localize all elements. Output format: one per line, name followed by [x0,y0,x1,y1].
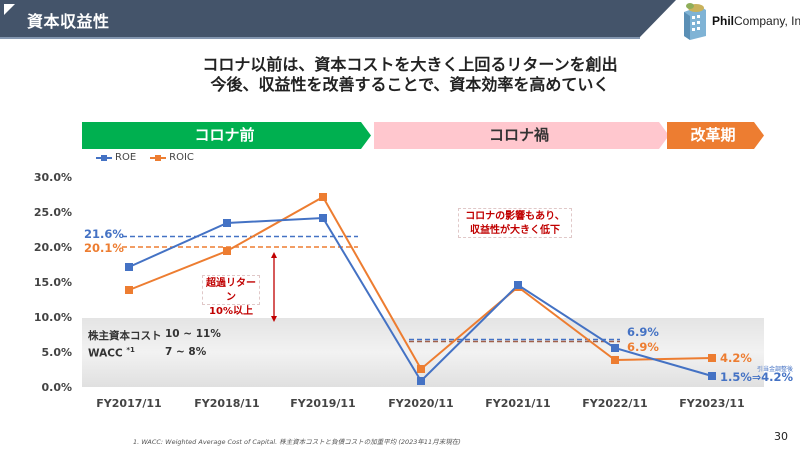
phase-arrow-reform [667,122,764,149]
footnote: 1. WACC: Weighted Average Cost of Capita… [133,438,461,446]
corner-triangle-icon [4,4,15,15]
wacc-value: 7 ~ 8% [165,346,207,358]
roic-avg-covid-label: 6.9% [627,340,659,354]
wacc-label: WACC *1 [88,346,135,360]
x-tick-fy2017: FY2017/11 [96,397,162,410]
y-tick-0: 0.0% [41,381,72,394]
headline: コロナ以前は、資本コストを大きく上回るリターンを創出 今後、収益性を改善すること… [0,55,800,95]
roe-markers [125,214,716,385]
y-tick-25: 25.0% [33,206,72,219]
phase-label-pre-covid: コロナ前 [194,126,255,144]
roe-2023-label: 1.5%⇒4.2% [720,370,794,384]
phase-label-covid: コロナ禍 [488,126,549,144]
y-tick-15: 15.0% [33,276,72,289]
legend-item-roe: ROE [96,152,136,163]
header-bar: 資本収益性 [0,0,800,39]
roic-avg-pre-label: 20.1% [84,241,124,255]
phase-arrow-pre-covid [82,122,371,149]
page-title: 資本収益性 [27,12,110,31]
y-tick-5: 5.0% [41,346,72,359]
y-tick-30: 30.0% [33,171,72,184]
x-tick-fy2019: FY2019/11 [290,397,356,410]
roe-avg-covid-label: 6.9% [627,325,659,339]
y-tick-10: 10.0% [33,311,72,324]
header-background [0,0,676,39]
x-tick-fy2018: FY2018/11 [194,397,260,410]
headline-line-2: 今後、収益性を改善することで、資本効率を高めていく [210,75,610,94]
legend-roe-marker-icon [96,154,112,161]
x-tick-fy2022: FY2022/11 [582,397,648,410]
legend-roic-marker-icon [150,154,167,161]
cost-of-capital-band [82,318,764,387]
excess-return-annotation: 超過リターン 10%以上 [202,275,260,317]
chart-legend: ROE ROIC [96,152,194,163]
arrow-right-icon: ⇒ [751,371,762,384]
adjusted-note: 引当金調整後 [757,366,794,373]
building-logo-icon [684,3,706,40]
legend-item-roic: ROIC [150,152,194,163]
x-tick-fy2021: FY2021/11 [485,397,551,410]
equity-cost-label: 株主資本コスト [88,330,162,342]
company-logo: PhilCompany, Inc [678,2,800,40]
y-tick-20: 20.0% [33,241,72,254]
headline-line-1: コロナ以前は、資本コストを大きく上回るリターンを創出 [202,55,618,74]
x-tick-fy2023: FY2023/11 [679,397,745,410]
phase-label-reform: 改革期 [690,126,736,144]
page-number: 30 [774,430,788,443]
phase-arrow-covid [374,122,669,149]
roic-2023-label: 4.2% [720,351,752,365]
roe-avg-pre-label: 21.6% [84,227,124,241]
equity-cost-value: 10 ~ 11% [165,328,221,340]
company-name: PhilCompany, Inc [712,14,800,28]
covid-impact-annotation: コロナの影響もあり、 収益性が大きく低下 [458,208,572,238]
x-tick-fy2020: FY2020/11 [388,397,454,410]
